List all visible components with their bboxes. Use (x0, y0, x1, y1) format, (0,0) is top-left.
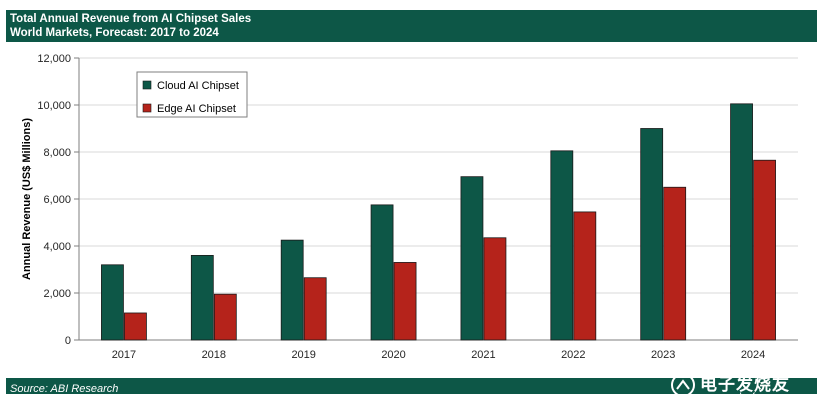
bar-cloud (640, 128, 664, 341)
bar-edge (663, 186, 687, 341)
legend-label-cloud: Cloud AI Chipset (157, 80, 239, 92)
bar-chart: 0 2,000 4,000 6,000 8,000 10,000 12,000 Annual … (21, 53, 798, 361)
legend-swatch-cloud (142, 80, 152, 90)
x-tick-label: 2023 (651, 349, 675, 361)
elecfans-logo-icon (671, 373, 695, 397)
bar-edge (124, 312, 147, 341)
chart-title-bar: Total Annual Revenue from AI Chipset Sal… (6, 10, 817, 42)
y-tick-label: 10,000 (37, 100, 71, 112)
bar-cloud (280, 239, 304, 341)
y-axis-label: Annual Revenue (US$ Millions) (21, 118, 33, 280)
chart-title: Total Annual Revenue from AI Chipset Sal… (10, 13, 252, 25)
x-tick-label: 2021 (471, 349, 495, 361)
bar-cloud (460, 176, 484, 341)
bar-edge (303, 277, 327, 341)
y-tick-label: 6,000 (43, 194, 71, 206)
bar-edge (573, 211, 597, 341)
x-tick-label: 2020 (381, 349, 405, 361)
y-tick-label: 0 (65, 335, 71, 347)
x-tick-label: 2024 (741, 349, 765, 361)
chart-area: 0 2,000 4,000 6,000 8,000 10,000 12,000 Annual … (0, 42, 830, 376)
bar-cloud (730, 103, 753, 341)
bar-cloud (101, 264, 124, 341)
bar-edge (753, 159, 776, 341)
x-tick-label: 2018 (202, 349, 226, 361)
bar-edge (213, 293, 237, 341)
bar-edge (393, 262, 417, 341)
legend-swatch-edge (142, 103, 152, 113)
watermark-url: www.elecfans.com (710, 392, 793, 403)
y-tick-label: 4,000 (43, 241, 71, 253)
bar-cloud (190, 254, 214, 341)
watermark-text: 电子发烧友 (700, 375, 790, 394)
bar-edge (483, 237, 507, 341)
bar-cloud (370, 204, 394, 341)
source-text: Source: ABI Research (10, 383, 119, 395)
y-tick-label: 8,000 (43, 147, 71, 159)
legend-box (136, 71, 248, 118)
watermark: 电子发烧友 www.elecfans.com (670, 368, 820, 406)
chart-subtitle: World Markets, Forecast: 2017 to 2024 (10, 27, 219, 39)
x-tick-label: 2019 (291, 349, 315, 361)
x-tick-label: 2017 (112, 349, 136, 361)
y-tick-label: 2,000 (43, 288, 71, 300)
y-tick-label: 12,000 (37, 53, 71, 65)
source-bar: Source: ABI Research (6, 378, 817, 395)
x-tick-label: 2022 (561, 349, 585, 361)
legend-label-edge: Edge AI Chipset (157, 103, 236, 115)
bar-cloud (550, 150, 574, 341)
